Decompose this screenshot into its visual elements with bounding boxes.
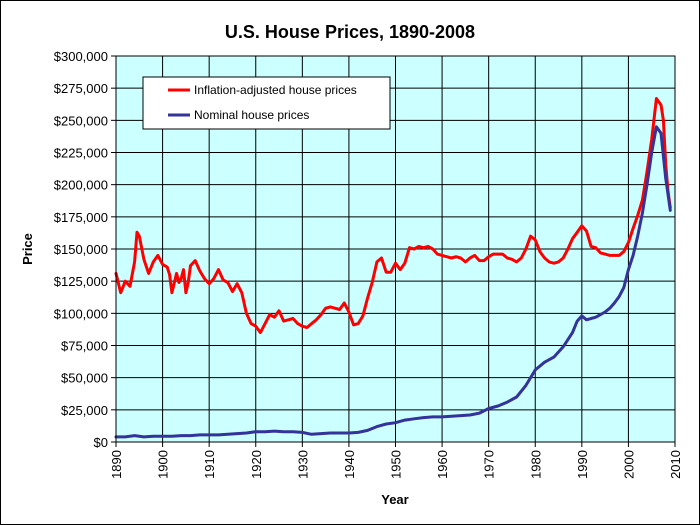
x-tick-label: 1900 — [156, 450, 171, 479]
legend: Inflation-adjusted house prices Nominal … — [142, 76, 391, 130]
y-tick-label: $250,000 — [54, 113, 108, 128]
y-tick-label: $150,000 — [54, 242, 108, 257]
series-lines — [114, 97, 672, 439]
x-tick-label: 1970 — [482, 450, 497, 479]
y-tick-label: $200,000 — [54, 178, 108, 193]
x-tick-label: 1940 — [342, 450, 357, 479]
y-tick-label: $25,000 — [61, 403, 108, 418]
y-tick-label: $125,000 — [54, 274, 108, 289]
x-axis-title: Year — [381, 492, 408, 507]
x-tick-label: 1950 — [389, 450, 404, 479]
series-line-nominal — [114, 125, 672, 439]
y-tick-label: $75,000 — [61, 339, 108, 354]
x-tick-label: 1960 — [435, 450, 450, 479]
x-axis-tick-labels: 1890 1900 1910 1920 1930 1940 1950 1960 1970 1980… — [109, 442, 683, 479]
y-tick-label: $300,000 — [54, 49, 108, 64]
y-tick-label: $175,000 — [54, 210, 108, 225]
x-tick-label: 2010 — [668, 450, 683, 479]
y-tick-label: $275,000 — [54, 81, 108, 96]
y-axis-title: Price — [20, 233, 35, 265]
x-tick-label: 1980 — [528, 450, 543, 479]
y-axis-tick-labels: $0 $25,000 $50,000 $75,000 $100,000 $125,000 $… — [54, 49, 116, 450]
legend-label-inflation-adjusted: Inflation-adjusted house prices — [194, 83, 357, 97]
x-tick-label: 2000 — [621, 450, 636, 479]
y-tick-label: $225,000 — [54, 146, 108, 161]
series-line-inflation-adjusted — [114, 97, 672, 335]
legend-label-nominal: Nominal house prices — [194, 108, 309, 122]
x-tick-label: 1890 — [109, 450, 124, 479]
x-tick-label: 1930 — [295, 450, 310, 479]
legend-box — [142, 76, 391, 130]
x-tick-label: 1920 — [249, 450, 264, 479]
y-tick-label: $50,000 — [61, 371, 108, 386]
y-tick-label: $100,000 — [54, 306, 108, 321]
x-tick-label: 1990 — [575, 450, 590, 479]
x-tick-label: 1910 — [202, 450, 217, 479]
chart-title: U.S. House Prices, 1890-2008 — [225, 22, 475, 42]
plot-border — [115, 55, 676, 443]
y-tick-label: $0 — [94, 435, 108, 450]
